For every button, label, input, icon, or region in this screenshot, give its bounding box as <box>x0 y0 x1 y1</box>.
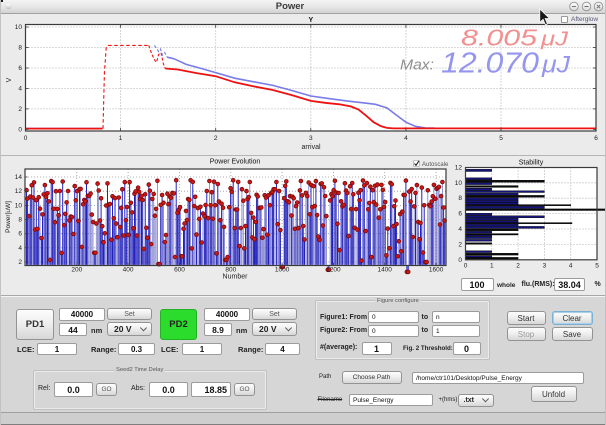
svg-text:1: 1 <box>490 263 494 270</box>
svg-text:8.005: 8.005 <box>461 25 537 51</box>
svg-text:arrival: arrival <box>301 144 321 151</box>
svg-text:5: 5 <box>595 263 599 270</box>
svg-text:2: 2 <box>214 135 218 142</box>
svg-text:1400: 1400 <box>377 267 392 274</box>
svg-text:Autoscale: Autoscale <box>422 162 449 168</box>
svg-text:Power Evolution: Power Evolution <box>210 159 261 166</box>
svg-text:6: 6 <box>18 231 22 238</box>
svg-text:3: 3 <box>543 263 547 270</box>
svg-text:200: 200 <box>71 267 82 274</box>
svg-text:12: 12 <box>455 164 463 171</box>
svg-text:8: 8 <box>458 195 462 202</box>
svg-text:Max:: Max: <box>400 57 434 74</box>
svg-text:10: 10 <box>15 202 23 209</box>
svg-text:8: 8 <box>18 217 22 224</box>
svg-text:1200: 1200 <box>326 267 341 274</box>
svg-text:0: 0 <box>18 126 22 133</box>
svg-text:12.070: 12.070 <box>441 48 539 80</box>
svg-text:800: 800 <box>225 267 236 274</box>
svg-text:12: 12 <box>15 188 23 195</box>
svg-text:4: 4 <box>404 135 408 142</box>
svg-text:2: 2 <box>516 263 520 270</box>
svg-text:Power[uW]: Power[uW] <box>5 201 12 233</box>
svg-text:1: 1 <box>119 135 123 142</box>
svg-text:5: 5 <box>499 135 503 142</box>
svg-text:Number: Number <box>223 274 249 281</box>
svg-text:μJ: μJ <box>540 29 570 51</box>
svg-text:3: 3 <box>309 135 313 142</box>
svg-text:0: 0 <box>458 257 462 264</box>
svg-text:4: 4 <box>569 263 573 270</box>
svg-text:10: 10 <box>15 24 23 31</box>
svg-text:10: 10 <box>455 180 463 187</box>
svg-text:4: 4 <box>458 226 462 233</box>
svg-text:0: 0 <box>24 135 28 142</box>
svg-text:1000: 1000 <box>275 267 290 274</box>
svg-text:V: V <box>6 77 13 82</box>
svg-text:4: 4 <box>18 85 22 92</box>
svg-text:2: 2 <box>18 106 22 113</box>
svg-text:6: 6 <box>18 65 22 72</box>
svg-text:0: 0 <box>464 263 468 270</box>
svg-text:600: 600 <box>174 267 185 274</box>
svg-text:2: 2 <box>458 241 462 248</box>
svg-text:14: 14 <box>15 174 23 181</box>
svg-text:400: 400 <box>123 267 134 274</box>
svg-text:2: 2 <box>18 259 22 266</box>
svg-text:4: 4 <box>18 245 22 252</box>
svg-text:6: 6 <box>594 135 598 142</box>
svg-text:8: 8 <box>18 45 22 52</box>
svg-text:Y: Y <box>308 17 313 24</box>
svg-text:6: 6 <box>458 211 462 218</box>
svg-text:1600: 1600 <box>429 267 444 274</box>
svg-text:Stability: Stability <box>519 160 544 167</box>
svg-text:μJ: μJ <box>541 52 571 79</box>
